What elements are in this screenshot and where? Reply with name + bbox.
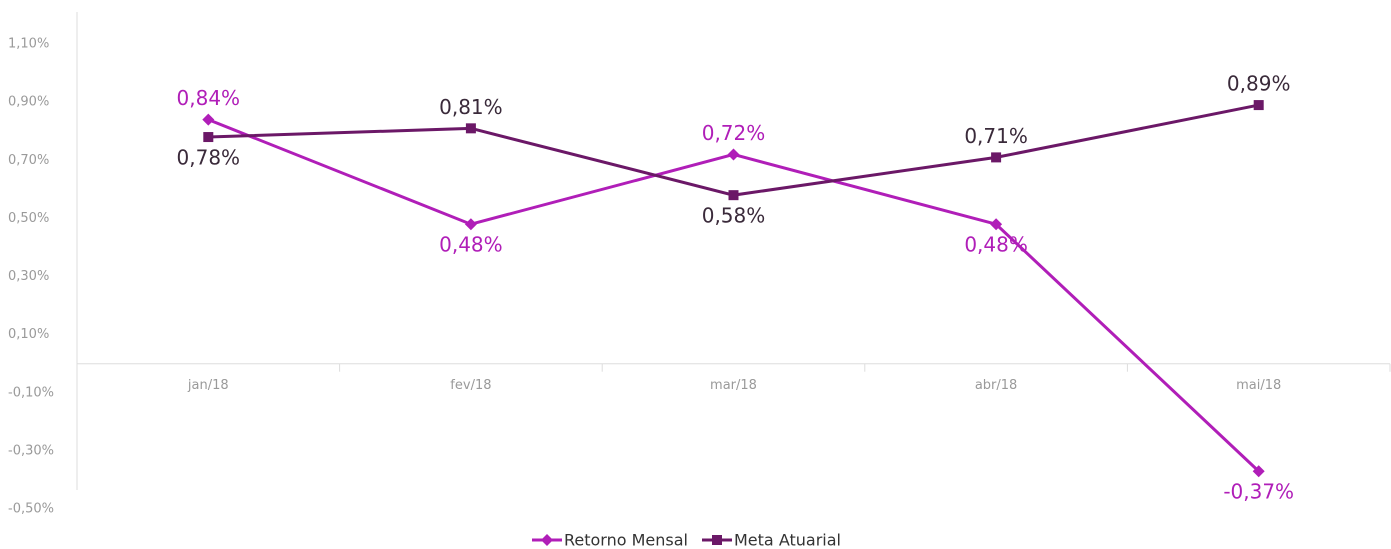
- data-label: 0,78%: [177, 146, 241, 170]
- data-label: 0,48%: [964, 233, 1028, 257]
- legend-label: Meta Atuarial: [734, 531, 841, 549]
- data-label: -0,37%: [1223, 480, 1294, 504]
- y-tick-label: -0,30%: [8, 443, 54, 458]
- y-tick-label: -0,50%: [8, 502, 54, 517]
- y-tick-label: -0,10%: [8, 385, 54, 400]
- y-tick-label: 0,30%: [8, 269, 49, 284]
- marker: [1253, 100, 1264, 111]
- marker: [728, 190, 739, 201]
- legend-marker: [712, 535, 722, 545]
- legend-label: Retorno Mensal: [564, 531, 688, 549]
- marker: [1252, 465, 1265, 478]
- line: [207, 118, 1260, 473]
- y-tick-label: 0,10%: [8, 327, 49, 342]
- y-tick-label: 0,50%: [8, 211, 49, 226]
- marker: [991, 152, 1002, 163]
- data-label: 0,72%: [702, 121, 766, 145]
- marker: [465, 123, 476, 134]
- marker: [990, 218, 1003, 231]
- marker: [203, 132, 214, 143]
- data-label: 0,58%: [702, 204, 766, 228]
- marker: [727, 148, 740, 161]
- data-label: 0,89%: [1227, 72, 1291, 96]
- data-label: 0,84%: [177, 86, 241, 110]
- x-tick-label: abr/18: [975, 378, 1018, 393]
- x-tick-label: mar/18: [710, 378, 757, 393]
- y-tick-label: 0,90%: [8, 95, 49, 110]
- data-label: 0,81%: [439, 95, 503, 119]
- data-label: 0,48%: [439, 233, 503, 257]
- marker: [464, 218, 477, 231]
- data-label: 0,71%: [964, 124, 1028, 148]
- x-tick-label: fev/18: [450, 378, 491, 393]
- x-tick-label: jan/18: [187, 378, 229, 393]
- x-tick-label: mai/18: [1236, 378, 1281, 393]
- y-tick-label: 1,10%: [8, 37, 49, 52]
- marker: [202, 113, 215, 126]
- y-tick-label: 0,70%: [8, 153, 49, 168]
- legend-marker: [541, 534, 553, 546]
